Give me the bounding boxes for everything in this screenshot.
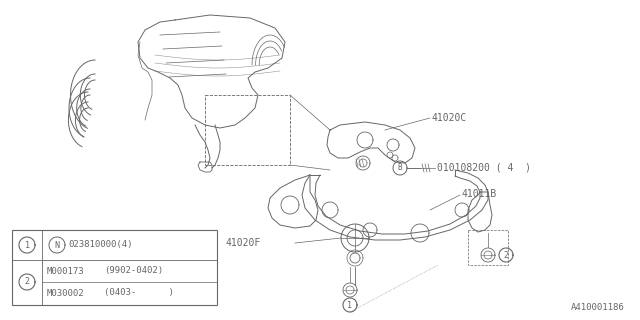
Text: 1: 1 [348, 300, 353, 309]
Text: 1: 1 [24, 241, 29, 250]
Text: M000173: M000173 [47, 267, 84, 276]
Text: 41011B: 41011B [462, 189, 497, 199]
Text: 2: 2 [504, 251, 509, 260]
Bar [12, 230, 217, 305]
Text: (0403-      ): (0403- ) [104, 289, 174, 298]
Text: 41020F: 41020F [225, 238, 260, 248]
Text: 010108200 ( 4  ): 010108200 ( 4 ) [437, 163, 531, 173]
Text: 41020C: 41020C [432, 113, 467, 123]
Text: B: B [397, 164, 403, 172]
Text: A410001186: A410001186 [572, 303, 625, 312]
Text: M030002: M030002 [47, 289, 84, 298]
Bar [205, 95, 290, 165]
Text: N: N [54, 241, 60, 250]
Text: (9902-0402): (9902-0402) [104, 267, 163, 276]
Text: 023810000(4): 023810000(4) [68, 241, 132, 250]
Text: 2: 2 [24, 277, 29, 286]
Bar [468, 230, 508, 265]
